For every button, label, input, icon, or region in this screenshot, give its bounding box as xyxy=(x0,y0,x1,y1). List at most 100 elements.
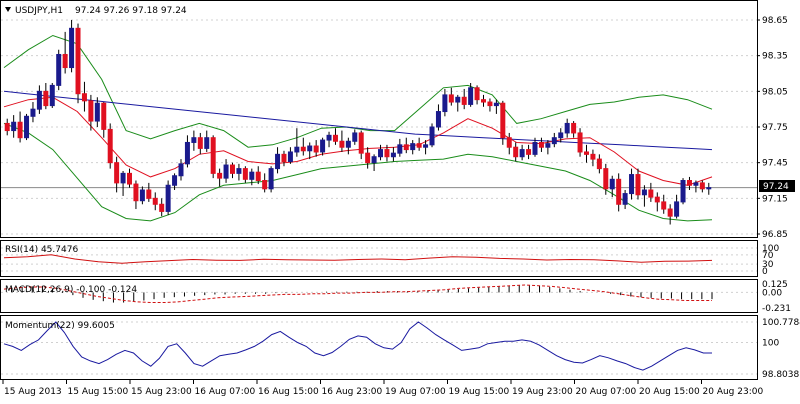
candle-body xyxy=(699,182,705,190)
candle-body xyxy=(390,152,396,158)
rsi-panel[interactable] xyxy=(0,240,758,277)
momentum-panel[interactable] xyxy=(0,315,758,380)
candle-body xyxy=(551,137,557,145)
candle-body xyxy=(11,121,17,132)
candle-body xyxy=(81,93,87,102)
candle-body xyxy=(17,121,23,139)
candle-body xyxy=(448,94,454,103)
candle-body xyxy=(127,172,133,185)
candle-body xyxy=(468,87,474,105)
candle-body xyxy=(56,53,62,86)
candle-body xyxy=(519,149,525,158)
time-tick-label: 19 Aug 23:00 xyxy=(512,387,573,397)
candle-body xyxy=(69,27,75,69)
candle-body xyxy=(706,187,712,190)
candle-body xyxy=(667,208,673,217)
candle-body xyxy=(538,141,544,148)
time-tick-label: 16 Aug 15:00 xyxy=(258,387,319,397)
candle-body xyxy=(526,149,532,155)
candle-body xyxy=(474,87,480,101)
candle-body xyxy=(30,108,36,117)
time-tick-label: 20 Aug 07:00 xyxy=(576,387,637,397)
candle-body xyxy=(152,197,158,205)
macd-title: MACD(12,26,9) -0.100 -0.124 xyxy=(5,285,137,295)
time-tick-label: 20 Aug 15:00 xyxy=(639,387,700,397)
price-tick-label: 97.75 xyxy=(762,123,788,133)
candle-body xyxy=(410,143,416,151)
candle-body xyxy=(120,172,126,184)
candle-body xyxy=(49,84,55,107)
candle-body xyxy=(416,143,422,148)
candle-body xyxy=(339,140,345,148)
candle-body xyxy=(101,102,107,130)
candle-body xyxy=(481,99,487,103)
candle-body xyxy=(275,153,281,170)
price-tick-label: 98.65 xyxy=(762,16,788,26)
candle-body xyxy=(674,201,680,217)
bollinger-lower-line xyxy=(3,122,713,222)
price-tick-label: 97.15 xyxy=(762,194,788,204)
triangle-down-icon[interactable] xyxy=(5,7,11,12)
candle-body xyxy=(629,174,635,195)
candle-body xyxy=(287,151,293,162)
time-tick-label: 15 Aug 23:00 xyxy=(131,387,192,397)
candle-body xyxy=(36,90,42,110)
rsi-title: RSI(14) 45.7476 xyxy=(5,245,78,255)
macd-tick-label: 0.125 xyxy=(762,280,788,290)
candle-body xyxy=(500,102,506,139)
candle-body xyxy=(513,146,519,158)
candle-body xyxy=(506,137,512,148)
candle-body xyxy=(88,100,94,122)
macd-tick-label: -0.231 xyxy=(762,304,791,314)
momentum-line xyxy=(3,321,712,371)
candle-body xyxy=(236,168,242,174)
candle-body xyxy=(332,134,338,142)
candle-body xyxy=(268,168,274,190)
candlesticks xyxy=(4,20,712,225)
time-tick-label: 16 Aug 07:00 xyxy=(195,387,256,397)
candle-body xyxy=(545,143,551,148)
candle-body xyxy=(661,201,667,210)
candle-body xyxy=(62,53,68,69)
candle-body xyxy=(583,151,589,155)
candle-body xyxy=(159,203,165,212)
candle-body xyxy=(358,132,364,154)
time-tick-label: 16 Aug 23:00 xyxy=(322,387,383,397)
time-axis: 15 Aug 2013 15 Aug 15:00 15 Aug 23:00 16 Au… xyxy=(2,380,764,397)
rsi-line xyxy=(3,254,713,264)
rsi-tick-label: 70 xyxy=(762,251,774,261)
momentum-tick-label: 100 xyxy=(762,338,779,348)
candle-body xyxy=(281,153,287,162)
candle-body xyxy=(43,90,49,107)
candle-body xyxy=(352,132,358,142)
momentum-series: 100.7784 100 98.8038 xyxy=(1,318,800,380)
rsi-tick-label: 0 xyxy=(762,267,768,277)
time-tick-label: 19 Aug 15:00 xyxy=(449,387,510,397)
candle-body xyxy=(680,180,686,203)
candle-body xyxy=(397,144,403,154)
candle-body xyxy=(223,164,229,179)
bollinger-upper-line xyxy=(3,34,713,148)
rsi-tick-label: 30 xyxy=(762,260,774,270)
candle-body xyxy=(596,158,602,170)
candle-body xyxy=(435,111,441,128)
candle-body xyxy=(262,180,268,190)
candle-body xyxy=(564,122,570,134)
candle-body xyxy=(558,132,564,139)
ma-fast-line xyxy=(3,96,713,186)
candle-body xyxy=(4,122,10,132)
candle-body xyxy=(622,193,628,205)
candle-body xyxy=(294,146,300,153)
candle-body xyxy=(648,189,654,198)
candle-body xyxy=(307,145,313,152)
candle-body xyxy=(577,132,583,153)
time-tick-label: 20 Aug 23:00 xyxy=(703,387,764,397)
candle-body xyxy=(107,128,113,164)
candle-body xyxy=(210,137,216,174)
candle-body xyxy=(184,141,190,165)
candle-body xyxy=(571,122,577,134)
macd-signal-line xyxy=(3,284,712,303)
